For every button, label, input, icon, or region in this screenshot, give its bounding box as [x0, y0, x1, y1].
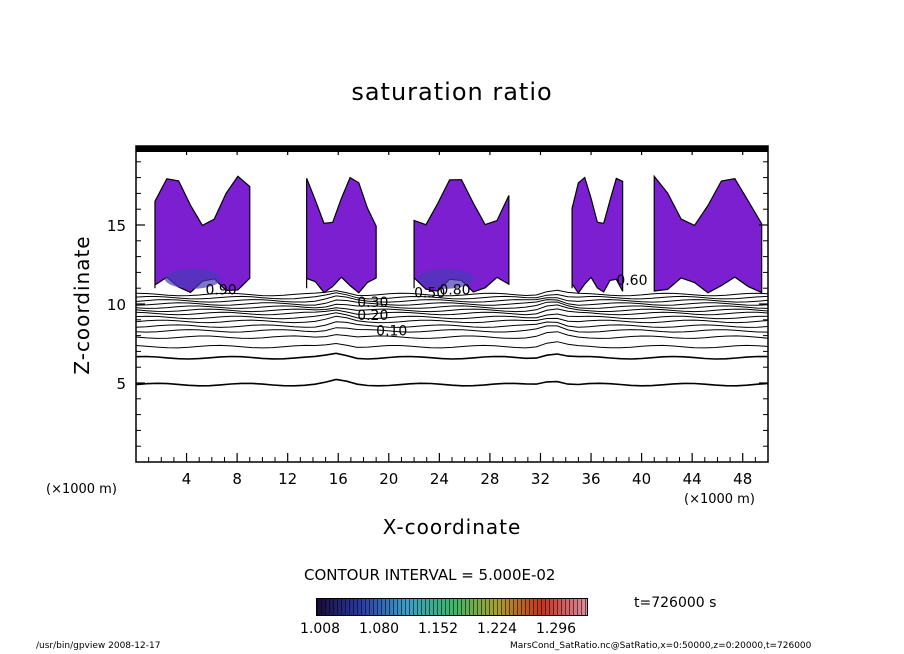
supersaturated-region [571, 176, 624, 294]
x-tick-label: 12 [278, 470, 297, 488]
contour-line [135, 315, 769, 324]
colorbar-stripes [317, 599, 587, 615]
x-tick-label: 32 [531, 470, 550, 488]
contour-line [135, 341, 769, 349]
contour-label: 0.30 [357, 295, 388, 311]
colorbar-tick-label: 1.080 [359, 621, 400, 637]
contour-line [135, 378, 769, 387]
x-tick-label: 8 [232, 470, 242, 488]
colorbar [316, 598, 588, 616]
x-unit-note-left: (×1000 m) [46, 482, 117, 497]
colorbar-tick-label: 1.152 [418, 621, 459, 637]
time-label: t=726000 s [634, 595, 717, 611]
contour-line [135, 289, 769, 297]
footer-source: MarsCond_SatRatio.nc@SatRatio,x=0:50000,… [510, 641, 812, 651]
contour-label: 0.60 [616, 273, 647, 289]
x-tick-label: 48 [733, 470, 752, 488]
supersaturated-region [306, 176, 377, 294]
contour-line [135, 352, 769, 360]
x-tick-label: 24 [430, 470, 449, 488]
colorbar-tick-label: 1.296 [536, 621, 577, 637]
contour-label: 0.20 [357, 308, 388, 324]
contour-interval-label: CONTOUR INTERVAL = 5.000E-02 [304, 566, 556, 584]
colorbar-tick-label: 1.224 [477, 621, 518, 637]
y-tick-label: 5 [116, 375, 126, 393]
x-tick-label: 40 [632, 470, 651, 488]
contour-line [135, 325, 769, 333]
high-saturation-core [417, 268, 474, 289]
x-axis-label: X-coordinate [382, 515, 522, 539]
contour-line [135, 292, 769, 300]
x-tick-label: 4 [182, 470, 192, 488]
supersaturated-region [653, 174, 763, 294]
contour-label: 0.90 [206, 283, 237, 299]
contour-line [135, 331, 769, 339]
supersaturated-region [154, 175, 251, 294]
contour-label: 0.50 [414, 286, 445, 302]
colorbar-tick-label: 1.008 [300, 621, 341, 637]
x-unit-note-right: (×1000 m) [684, 492, 755, 507]
x-tick-label: 16 [329, 470, 348, 488]
supersaturated-region [413, 179, 510, 293]
contour-label: 0.80 [439, 283, 470, 299]
contour-line [135, 312, 769, 320]
contour-line [135, 321, 769, 328]
high-saturation-core [164, 268, 221, 289]
footer-command: /usr/bin/gpview 2008-12-17 [36, 641, 161, 651]
contour-line [135, 308, 769, 316]
x-tick-label: 28 [480, 470, 499, 488]
contour-line [135, 299, 769, 306]
chart-title: saturation ratio [351, 78, 553, 106]
contour-line [135, 301, 769, 309]
x-tick-label: 44 [683, 470, 702, 488]
contour-label: 0.10 [376, 324, 407, 340]
y-tick-label: 15 [107, 217, 126, 235]
contour-line [135, 304, 769, 313]
x-tick-label: 36 [581, 470, 600, 488]
contour-line [135, 295, 769, 303]
x-tick-label: 20 [379, 470, 398, 488]
y-tick-label: 10 [107, 296, 126, 314]
